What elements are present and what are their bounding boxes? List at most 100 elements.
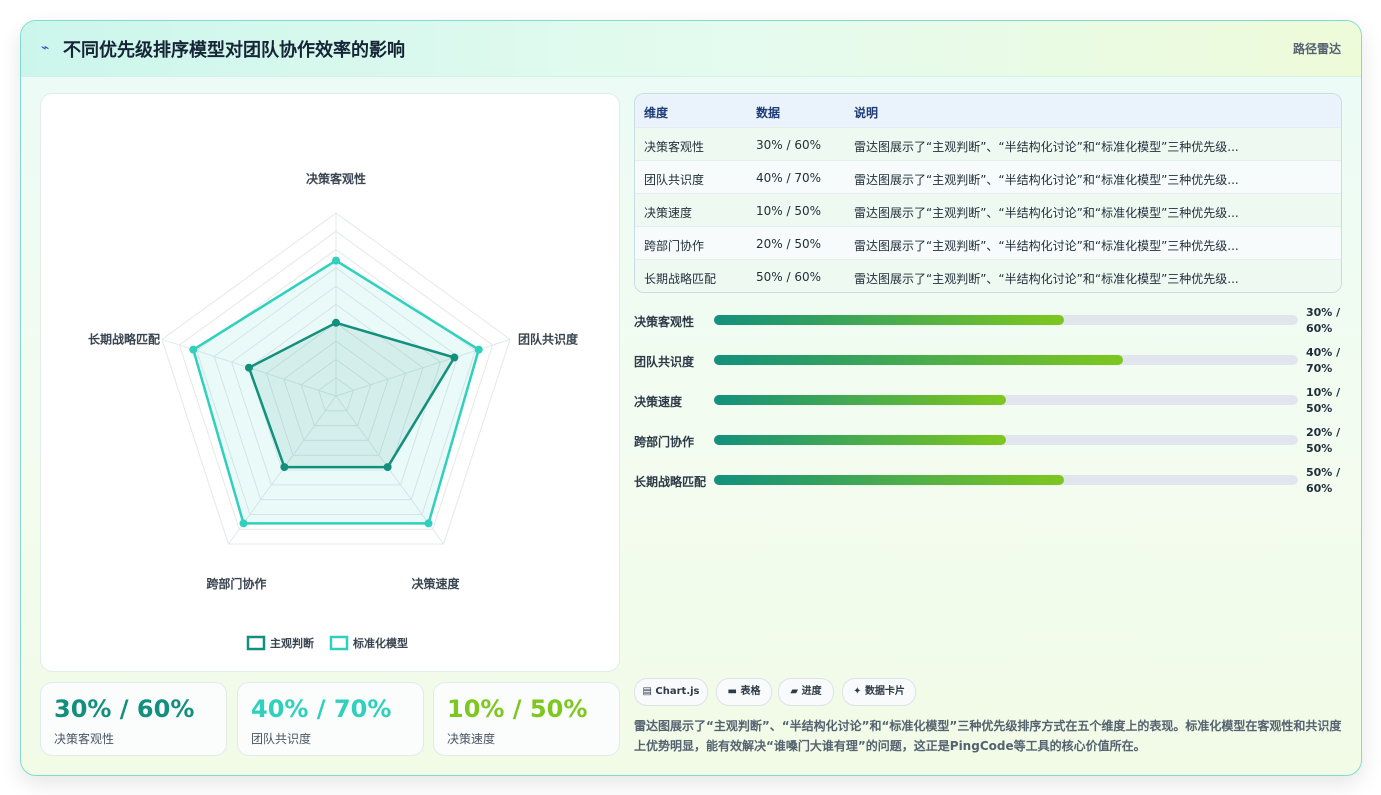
kpi-caption: 决策速度 <box>447 732 496 746</box>
chip-table[interactable]: ▬ 表格 <box>716 678 772 706</box>
table-cell-dimension: 团队共识度 <box>644 173 705 187</box>
kpi-caption: 团队共识度 <box>251 732 312 746</box>
progress-track <box>714 315 1298 325</box>
progress-item: 长期战略匹配 50% /60% <box>634 461 1354 497</box>
table-header-dimension: 维度 <box>644 106 669 120</box>
radar-series-area <box>247 321 457 469</box>
table-cell-data: 30% / 60% <box>756 138 822 152</box>
radar-point <box>332 256 340 265</box>
header-bar: ⌁ 不同优先级排序模型对团队协作效率的影响 路径雷达 <box>21 21 1361 77</box>
chip-label: 表格 <box>740 686 761 697</box>
radar-grid-ring <box>318 377 354 412</box>
table-cell-note: 雷达图展示了“主观判断”、“半结构化讨论”和“标准化模型”三种优先级... <box>854 206 1239 220</box>
table-cell-dimension: 决策客观性 <box>644 140 705 154</box>
chip-label: 进度 <box>801 686 822 697</box>
radar-point <box>383 463 392 472</box>
radar-point <box>280 463 289 472</box>
table-row: 跨部门协作 20% / 50% 雷达图展示了“主观判断”、“半结构化讨论”和“标… <box>635 226 1341 260</box>
radar-point <box>239 519 248 528</box>
radar-axis-label: 决策客观性 <box>306 171 366 186</box>
table-header-row: 维度 数据 说明 <box>635 94 1341 128</box>
chip-data-card[interactable]: ✦ 数据卡片 <box>842 678 916 706</box>
table-row: 长期战略匹配 50% / 60% 雷达图展示了“主观判断”、“半结构化讨论”和“… <box>635 259 1341 292</box>
table-icon: ▬ <box>727 686 737 697</box>
progress-fill <box>714 435 1006 445</box>
radar-point <box>474 345 483 354</box>
radar-grid-ring <box>161 212 511 545</box>
radar-grid-ring <box>265 322 407 456</box>
progress-item: 决策速度 10% /50% <box>634 381 1354 417</box>
radar-series-area <box>191 259 481 525</box>
radar-axis-label: 跨部门协作 <box>206 576 266 591</box>
chip-chartjs[interactable]: ▤ Chart.js <box>634 678 708 706</box>
radar-point <box>450 353 459 362</box>
bolt-icon: ⌁ <box>41 40 50 56</box>
table-cell-data: 40% / 70% <box>756 171 822 185</box>
progress-fill <box>714 395 1006 405</box>
page-title: 不同优先级排序模型对团队协作效率的影响 <box>63 40 405 61</box>
progress-fill <box>714 315 1065 325</box>
progress-item: 跨部门协作 20% /50% <box>634 421 1354 457</box>
chip-label: Chart.js <box>655 686 700 697</box>
radar-grid-ring <box>300 358 372 427</box>
kpi-card: 40% / 70% 团队共识度 <box>237 682 424 756</box>
radar-point <box>244 363 253 372</box>
progress-label: 决策速度 <box>634 395 683 409</box>
radar-point <box>424 519 433 528</box>
progress-fill <box>714 355 1123 365</box>
table-cell-dimension: 跨部门协作 <box>644 239 705 253</box>
kpi-card: 10% / 50% 决策速度 <box>433 682 620 756</box>
table-cell-dimension: 决策速度 <box>644 206 693 220</box>
legend-swatch <box>329 635 349 651</box>
progress-value: 40% /70% <box>1306 346 1341 375</box>
table-cell-dimension: 长期战略匹配 <box>644 272 717 286</box>
radar-point <box>332 318 340 327</box>
progress-icon: ▰ <box>790 686 799 697</box>
kpi-card: 30% / 60% 决策客观性 <box>40 682 227 756</box>
kpi-value: 10% / 50% <box>447 695 588 723</box>
sparkle-icon: ✦ <box>853 686 862 697</box>
legend-label: 主观判断 <box>270 636 314 650</box>
progress-value: 20% /50% <box>1306 426 1341 455</box>
radar-grid-ring <box>213 267 459 501</box>
header-badge: 路径雷达 <box>1292 42 1341 56</box>
progress-track <box>714 475 1298 485</box>
chart-description: 雷达图展示了“主观判断”、“半结构化讨论”和“标准化模型”三种优先级排序方式在五… <box>634 719 1342 753</box>
dashboard-card: ⌁ 不同优先级排序模型对团队协作效率的影响 路径雷达 决策客观性 团队共识度 决策速… <box>20 20 1362 776</box>
legend-swatch <box>246 635 266 651</box>
progress-label: 决策客观性 <box>634 315 695 329</box>
data-table: 维度 数据 说明 决策客观性 30% / 60% 雷达图展示了“主观判断”、“半… <box>634 93 1342 293</box>
kpi-value: 30% / 60% <box>54 695 195 723</box>
table-cell-note: 雷达图展示了“主观判断”、“半结构化讨论”和“标准化模型”三种优先级... <box>854 140 1239 154</box>
table-cell-data: 10% / 50% <box>756 204 822 218</box>
table-row: 决策客观性 30% / 60% 雷达图展示了“主观判断”、“半结构化讨论”和“标… <box>635 127 1341 161</box>
kpi-value: 40% / 70% <box>251 695 392 723</box>
radar-grid-ring <box>178 230 494 530</box>
progress-fill <box>714 475 1065 485</box>
radar-grid-ring <box>248 303 424 471</box>
table-cell-data: 20% / 50% <box>756 237 822 251</box>
radar-point <box>189 345 198 354</box>
radar-grid-ring <box>283 340 389 441</box>
progress-track <box>714 395 1298 405</box>
progress-track <box>714 355 1298 365</box>
radar-chart-panel: 决策客观性 团队共识度 决策速度 跨部门协作 长期战略匹配 主观判断 标准化模型 <box>40 93 620 672</box>
progress-label: 跨部门协作 <box>634 435 695 449</box>
table-cell-note: 雷达图展示了“主观判断”、“半结构化讨论”和“标准化模型”三种优先级... <box>854 173 1239 187</box>
chip-label: 数据卡片 <box>864 686 905 697</box>
table-header-data: 数据 <box>756 106 781 120</box>
chip-progress[interactable]: ▰ 进度 <box>778 678 834 706</box>
progress-item: 决策客观性 30% /60% <box>634 301 1354 337</box>
radar-axis-label: 决策速度 <box>412 576 461 591</box>
chart-icon: ▤ <box>642 686 652 697</box>
table-row: 决策速度 10% / 50% 雷达图展示了“主观判断”、“半结构化讨论”和“标准… <box>635 193 1341 227</box>
table-cell-note: 雷达图展示了“主观判断”、“半结构化讨论”和“标准化模型”三种优先级... <box>854 272 1239 286</box>
table-cell-note: 雷达图展示了“主观判断”、“半结构化讨论”和“标准化模型”三种优先级... <box>854 239 1239 253</box>
progress-value: 30% /60% <box>1306 306 1341 335</box>
table-row: 团队共识度 40% / 70% 雷达图展示了“主观判断”、“半结构化讨论”和“标… <box>635 160 1341 194</box>
progress-value: 50% /60% <box>1306 466 1341 495</box>
progress-value: 10% /50% <box>1306 386 1341 415</box>
table-header-note: 说明 <box>854 106 879 120</box>
progress-track <box>714 435 1298 445</box>
